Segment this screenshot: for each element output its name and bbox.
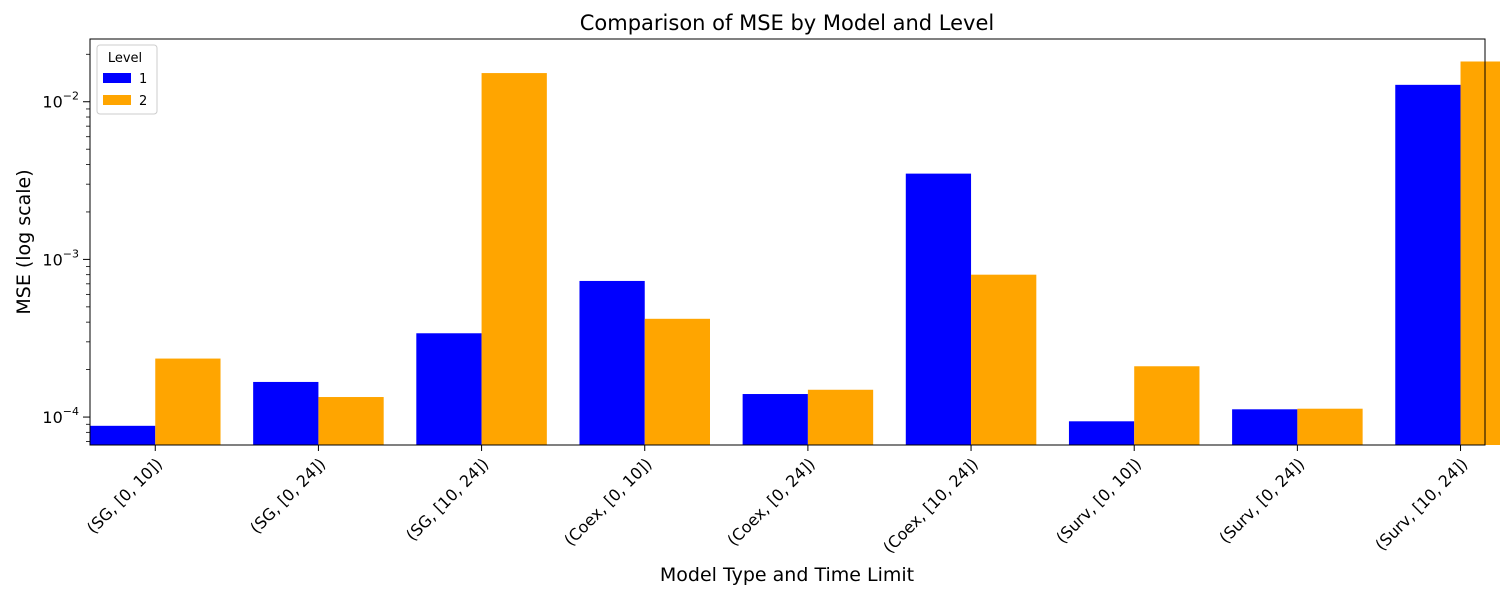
x-tick-label-3: (Coex, [0, 10])	[560, 454, 655, 549]
x-tick-label-1: (SG, [0, 24])	[246, 454, 329, 537]
legend-label-level-2: 2	[139, 94, 147, 109]
legend-title: Level	[108, 51, 142, 66]
legend-swatch-level-1	[103, 73, 131, 83]
bar-level-1-cat-2	[416, 333, 482, 445]
bar-level-1-cat-1	[253, 381, 319, 445]
bar-level-2-cat-5	[971, 274, 1037, 445]
x-tick-label-4: (Coex, [0, 24])	[723, 454, 818, 549]
bar-level-2-cat-2	[481, 73, 547, 445]
x-tick-label-2: (SG, [10, 24])	[402, 454, 492, 544]
y-tick-label-1: 10−3	[42, 247, 79, 269]
y-tick-label-0: 10−4	[42, 405, 79, 427]
bar-level-2-cat-7	[1297, 408, 1363, 445]
bar-level-2-cat-0	[155, 358, 221, 445]
plot-frame	[89, 38, 1486, 446]
x-axis-label: Model Type and Time Limit	[660, 564, 914, 586]
y-axis-label: MSE (log scale)	[13, 169, 35, 314]
x-tick-label-7: (Surv, [0, 24])	[1215, 454, 1308, 547]
bar-level-1-cat-7	[1232, 409, 1298, 445]
x-tick-label-5: (Coex, [10, 24])	[879, 454, 982, 557]
legend-swatch-level-2	[103, 95, 131, 105]
chart-title: Comparison of MSE by Model and Level	[580, 11, 995, 35]
bar-level-1-cat-5	[905, 173, 972, 445]
y-axis: 10−4 10−3 10−2	[42, 53, 90, 442]
bar-level-2-cat-8	[1460, 61, 1500, 445]
x-tick-label-8: (Surv, [10, 24])	[1371, 454, 1471, 554]
bar-level-1-cat-0	[90, 425, 156, 445]
bar-level-2-cat-4	[807, 389, 874, 445]
x-axis: (SG, [0, 10]) (SG, [0, 24]) (SG, [10, 24])…	[83, 445, 1471, 557]
bar-level-1-cat-4	[742, 394, 808, 445]
x-tick-label-0: (SG, [0, 10])	[83, 454, 166, 537]
bar-level-1-cat-8	[1395, 84, 1461, 445]
bar-level-2-cat-3	[644, 318, 710, 445]
x-tick-label-6: (Surv, [0, 10])	[1052, 454, 1145, 547]
legend: Level 1 2	[96, 44, 158, 115]
legend-label-level-1: 1	[139, 72, 147, 87]
bar-level-2-cat-6	[1134, 366, 1200, 445]
y-tick-label-2: 10−2	[42, 90, 79, 112]
bar-level-2-cat-1	[318, 397, 384, 445]
bars-group	[90, 61, 1500, 445]
bar-level-1-cat-3	[579, 280, 645, 445]
bar-level-1-cat-6	[1068, 421, 1135, 445]
